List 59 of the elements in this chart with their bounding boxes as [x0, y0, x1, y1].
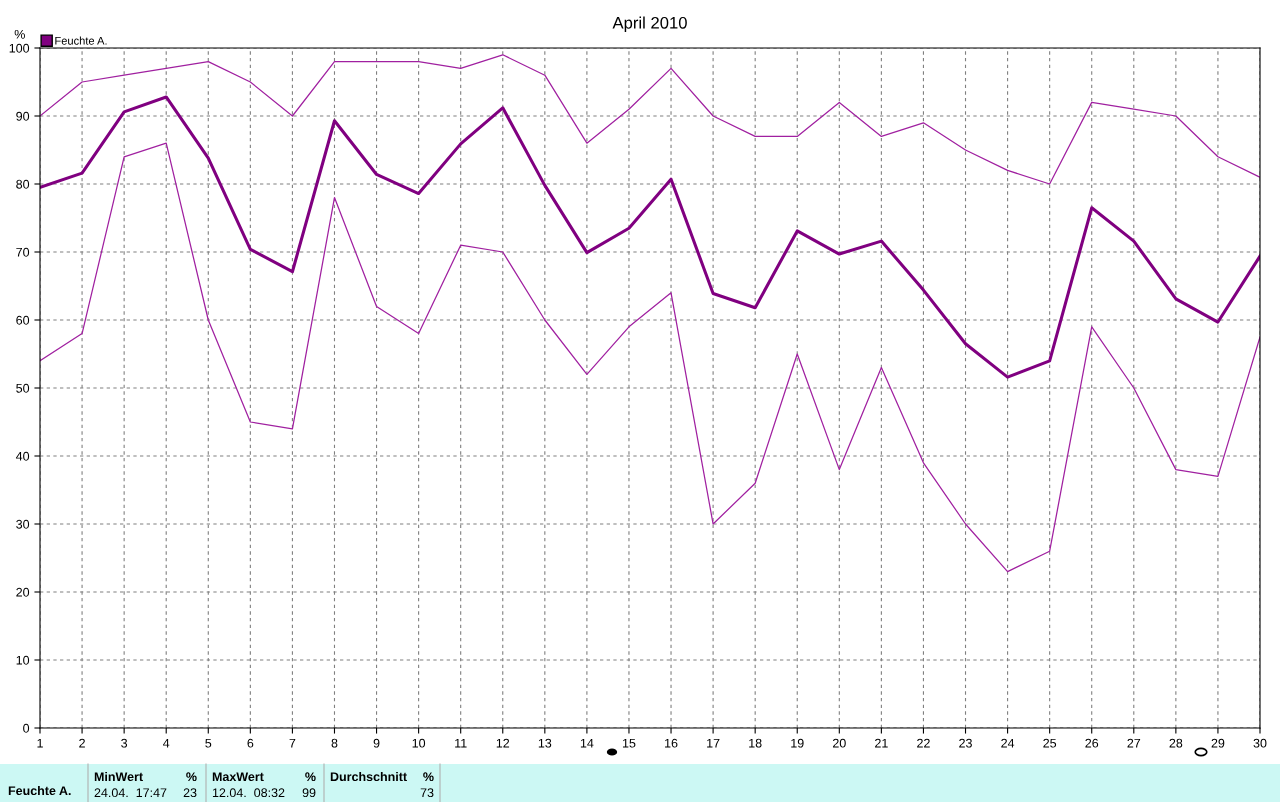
- x-tick-label: 24: [1001, 738, 1015, 748]
- legend-label: Feuchte A.: [55, 36, 107, 45]
- line-series: [40, 54, 1260, 185]
- x-tick-label: 26: [1085, 738, 1099, 748]
- x-tick-label: 3: [121, 738, 128, 748]
- line-series: [40, 142, 1260, 573]
- x-tick-label: 25: [1043, 738, 1057, 748]
- x-tick-label: 8: [331, 738, 338, 748]
- y-tick-label: 80: [16, 179, 30, 189]
- text: Feuchte A.: [8, 785, 71, 796]
- x-tick-label: 4: [163, 738, 170, 748]
- line-series: [40, 95, 1260, 379]
- x-tick-label: 30: [1253, 738, 1267, 748]
- y-tick-label: 70: [16, 247, 30, 257]
- x-tick-label: 6: [247, 738, 254, 748]
- x-tick-label: 21: [875, 738, 888, 748]
- x-tick-label: 17: [707, 738, 720, 748]
- y-tick-label: 0: [23, 723, 30, 733]
- text: %: [305, 772, 316, 782]
- x-tick-label: 13: [538, 738, 552, 748]
- text: 24.04. 17:47: [94, 788, 167, 798]
- x-tick-label: 28: [1169, 738, 1183, 748]
- x-tick-label: 11: [455, 738, 467, 748]
- x-tick-label: 1: [37, 738, 43, 748]
- x-tick-label: 16: [665, 738, 678, 748]
- x-tick-label: 18: [749, 738, 762, 748]
- x-tick-label: 19: [791, 738, 804, 748]
- x-tick-label: 5: [205, 738, 212, 748]
- y-tick-label: 90: [16, 111, 30, 121]
- y-tick-label: 50: [16, 383, 30, 393]
- x-tick-label: 7: [289, 738, 296, 748]
- chart-title: April 2010: [612, 16, 687, 33]
- x-tick-label: 23: [959, 738, 972, 748]
- x-tick-label: 27: [1127, 738, 1141, 748]
- y-tick-label: 100: [9, 43, 30, 53]
- x-tick-label: 22: [917, 738, 930, 748]
- text: 23: [183, 788, 197, 798]
- text: Durchschnitt: [330, 771, 407, 782]
- x-tick-label: 29: [1211, 738, 1225, 748]
- y-tick-label: 10: [16, 655, 30, 665]
- text: %: [186, 772, 197, 782]
- text: 99: [302, 788, 316, 798]
- y-tick-label: 20: [16, 587, 30, 597]
- x-tick-label: 15: [622, 738, 636, 748]
- y-tick-label: 60: [16, 315, 30, 325]
- text: %: [423, 772, 434, 782]
- x-tick-label: 14: [580, 738, 594, 748]
- x-tick-label: 2: [79, 738, 85, 748]
- text: MinWert: [94, 771, 143, 782]
- y-axis-title: %: [14, 29, 25, 39]
- x-tick-label: 12: [496, 738, 510, 748]
- x-tick-label: 9: [373, 738, 380, 748]
- y-tick-label: 30: [16, 519, 30, 529]
- text: 73: [420, 788, 434, 798]
- text: MaxWert: [212, 772, 264, 782]
- text: 12.04. 08:32: [212, 788, 285, 798]
- x-tick-label: 10: [412, 738, 426, 748]
- y-tick-label: 40: [15, 451, 30, 461]
- x-tick-label: 20: [832, 738, 846, 748]
